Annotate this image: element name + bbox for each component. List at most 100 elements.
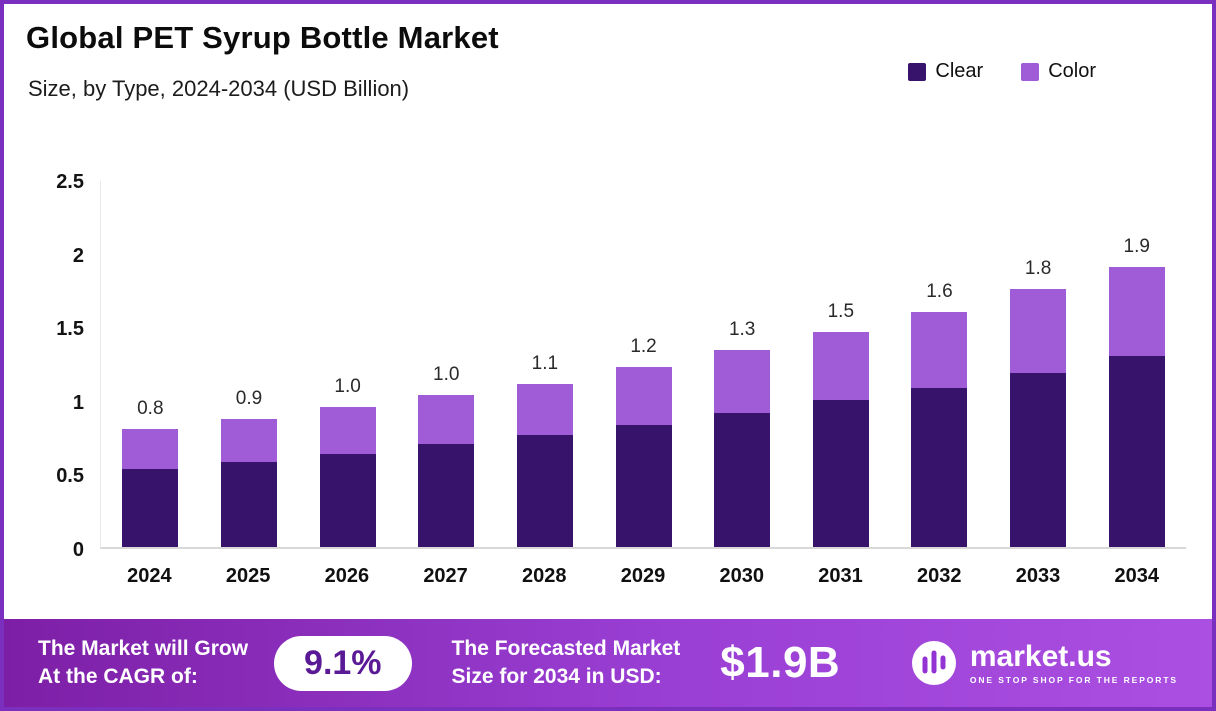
bar-segment-color [615, 367, 672, 425]
bar-stack [122, 429, 179, 547]
y-tick-label: 0.5 [56, 465, 84, 488]
bar-segment-clear [418, 443, 475, 547]
bar-total-label: 1.0 [433, 364, 460, 386]
x-axis-label: 2028 [522, 565, 567, 587]
bar-column: 1.0 [298, 181, 397, 547]
plot-columns: 0.8 0.9 1.0 1.0 1.1 1.2 1.3 1.5 1.6 1.8 1.9 [100, 181, 1186, 549]
plot-wrap: 0.8 0.9 1.0 1.0 1.1 1.2 1.3 1.5 1.6 1.8 1.9 2024 20… [100, 181, 1186, 588]
y-axis: 2.5 2 1.5 1 0.5 0 [30, 171, 100, 561]
bar-column: 1.9 [1087, 181, 1186, 547]
x-axis-label: 2029 [620, 565, 666, 587]
bar-segment-color [122, 429, 179, 469]
legend-item-color: Color [1021, 60, 1096, 83]
bar-segment-color [1010, 289, 1067, 374]
x-axis-label: 2032 [916, 565, 962, 587]
forecast-label: The Forecasted Market Size for 2034 in U… [452, 635, 681, 692]
legend-swatch-color [1021, 62, 1040, 81]
x-axis-label: 2024 [127, 565, 172, 587]
bar-total-label: 1.3 [728, 318, 756, 340]
growth-label-line2: At the CAGR of: [38, 665, 198, 688]
bar-column: 0.9 [200, 181, 299, 547]
bar-column: 0.8 [101, 181, 200, 547]
bar-stack [812, 332, 869, 547]
bar-stack [1108, 267, 1165, 547]
x-axis-label: 2026 [324, 565, 370, 587]
legend: Clear Color [908, 60, 1096, 83]
bar-stack [516, 383, 573, 547]
bar-stack [220, 418, 277, 547]
forecast-label-line2: Size for 2034 in USD: [451, 665, 662, 688]
y-tick-label: 0 [72, 539, 84, 561]
legend-label-color: Color [1048, 60, 1096, 82]
bar-total-label: 1.8 [1024, 258, 1052, 280]
growth-label-line1: The Market will Grow [38, 636, 249, 660]
growth-label: The Market will Grow At the CAGR of: [38, 635, 248, 692]
brand-text: market.us ONE STOP SHOP FOR THE REPORTS [970, 641, 1178, 686]
y-tick-label: 2.5 [56, 171, 84, 193]
bar-total-label: 1.1 [531, 352, 559, 374]
bar-total-label: 1.6 [926, 280, 953, 302]
bar-segment-clear [812, 399, 869, 547]
bar-segment-clear [220, 461, 277, 547]
bar-stack [319, 407, 376, 547]
page-title: Global PET Syrup Bottle Market [26, 20, 499, 55]
bar-stack [714, 349, 771, 547]
bar-column: 1.3 [693, 181, 792, 547]
bar-segment-color [714, 349, 771, 414]
stacked-bar-chart: 2.5 2 1.5 1 0.5 0 0.8 0.9 1.0 1.0 1.1 1.2 1.3 1.5 1.6… [30, 171, 1186, 588]
y-tick-label: 1 [72, 391, 84, 414]
bar-total-label: 1.0 [334, 376, 361, 398]
y-tick-label: 2 [72, 244, 84, 267]
bar-segment-color [812, 332, 869, 400]
x-axis-label: 2034 [1114, 565, 1159, 587]
y-tick-label: 1.5 [56, 318, 84, 341]
x-axis-label: 2027 [423, 565, 468, 587]
forecast-value: $1.9B [720, 638, 841, 687]
bar-segment-color [1108, 267, 1165, 356]
bar-total-label: 0.9 [235, 387, 263, 409]
bar-column: 1.6 [890, 181, 989, 547]
marketus-logo-icon [911, 641, 956, 685]
legend-item-clear: Clear [908, 60, 983, 83]
bar-segment-clear [516, 435, 573, 547]
banner: The Market will Grow At the CAGR of: 9.1… [4, 619, 1212, 707]
legend-swatch-clear [908, 62, 927, 81]
bar-column: 1.1 [496, 181, 595, 547]
bar-stack [615, 367, 672, 547]
x-axis-labels: 2024 2025 2026 2027 2028 2029 2030 2031 2032 2033… [100, 549, 1186, 588]
bar-segment-clear [714, 413, 771, 547]
x-axis-label: 2033 [1015, 565, 1061, 587]
bar-segment-color [516, 383, 573, 436]
bar-segment-color [319, 407, 376, 455]
bar-column: 1.2 [594, 181, 693, 547]
bar-segment-color [220, 418, 277, 462]
cagr-value-pill: 9.1% [274, 635, 412, 691]
bar-segment-clear [1010, 373, 1067, 547]
bar-stack [418, 395, 475, 547]
bar-column: 1.8 [989, 181, 1088, 547]
bar-segment-clear [615, 424, 672, 547]
bar-segment-clear [122, 468, 179, 547]
legend-label-clear: Clear [935, 60, 984, 82]
bar-stack [911, 311, 968, 547]
bar-total-label: 0.8 [137, 398, 164, 420]
bar-segment-clear [1108, 355, 1165, 547]
bar-segment-clear [911, 388, 968, 547]
bar-column: 1.5 [791, 181, 890, 547]
page-subtitle: Size, by Type, 2024-2034 (USD Billion) [28, 76, 410, 101]
marketus-logo: market.us ONE STOP SHOP FOR THE REPORTS [910, 639, 1178, 687]
brand-tagline: ONE STOP SHOP FOR THE REPORTS [969, 675, 1178, 686]
forecast-label-line1: The Forecasted Market [451, 636, 681, 660]
bar-total-label: 1.9 [1123, 236, 1150, 258]
bar-total-label: 1.2 [630, 336, 657, 358]
x-axis-label: 2025 [225, 565, 271, 587]
brand-name: market.us [969, 639, 1112, 673]
bar-segment-color [418, 395, 475, 444]
bar-segment-clear [319, 454, 376, 547]
x-axis-label: 2031 [818, 565, 863, 587]
bar-total-label: 1.5 [827, 301, 855, 323]
x-axis-label: 2030 [719, 565, 765, 587]
bar-segment-color [911, 311, 968, 389]
bar-column: 1.0 [397, 181, 496, 547]
